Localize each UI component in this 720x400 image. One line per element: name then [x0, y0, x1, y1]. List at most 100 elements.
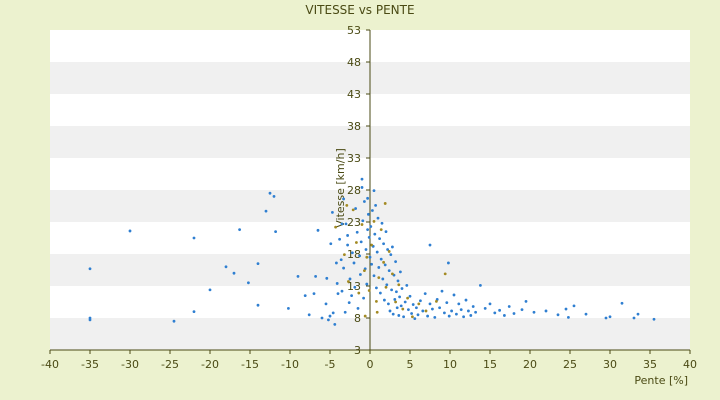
scatter-point [335, 282, 339, 285]
scatter-point [464, 298, 468, 302]
scatter-point [351, 208, 355, 212]
scatter-point [483, 307, 487, 310]
scatter-point [383, 263, 387, 267]
scatter-point [457, 302, 461, 306]
scatter-point [312, 292, 316, 296]
scatter-point [385, 283, 389, 287]
scatter-point [469, 314, 473, 317]
scatter-point [347, 280, 350, 283]
x-tick-label: -35 [81, 358, 99, 371]
scatter-point [192, 236, 196, 240]
scatter-point [359, 273, 362, 276]
scatter-point [316, 228, 320, 232]
scatter-point [447, 261, 450, 265]
scatter-point [379, 228, 383, 232]
scatter-point [331, 311, 335, 315]
scatter-point [320, 316, 324, 320]
scatter-point [375, 299, 378, 303]
scatter-point [324, 302, 328, 306]
scatter-point [471, 305, 475, 308]
x-tick-label: -15 [241, 358, 259, 371]
scatter-point [256, 303, 260, 307]
scatter-point [268, 191, 272, 195]
scatter-point [399, 270, 402, 274]
scatter-point [172, 319, 176, 323]
scatter-point [366, 196, 369, 200]
scatter-point [416, 313, 420, 317]
scatter-point [440, 289, 444, 293]
scatter-point [357, 291, 361, 295]
scatter-point [287, 307, 290, 310]
scatter-point [443, 272, 447, 276]
scatter-point [208, 288, 212, 292]
scatter-point [360, 223, 364, 226]
scatter-point [443, 311, 446, 315]
scatter-point [351, 251, 354, 255]
scatter-point [423, 292, 427, 296]
scatter-point [405, 283, 409, 287]
scatter-point [544, 309, 548, 313]
scatter-point [498, 308, 501, 312]
scatter-point [256, 262, 260, 265]
scatter-point [388, 309, 392, 313]
scatter-point [338, 237, 341, 241]
scatter-point [564, 307, 568, 311]
scatter-point [604, 316, 608, 320]
scatter-point [365, 255, 369, 259]
scatter-point [88, 318, 92, 322]
scatter-point [340, 222, 344, 226]
scatter-point [389, 253, 393, 257]
scatter-point [274, 230, 277, 234]
scatter-point [128, 229, 132, 233]
scatter-point [372, 189, 376, 193]
scatter-point [391, 245, 394, 249]
scatter-point [408, 294, 412, 298]
x-tick-label: 40 [683, 358, 697, 371]
x-tick-label: 20 [523, 358, 537, 371]
scatter-point [360, 186, 364, 189]
x-axis-label: Pente [%] [634, 374, 688, 387]
y-tick-label: 28 [347, 184, 361, 197]
scatter-point [369, 225, 373, 228]
x-tick-label: -5 [325, 358, 336, 371]
scatter-point [572, 304, 576, 308]
scatter-point [375, 310, 379, 314]
scatter-point [384, 285, 388, 289]
scatter-point [347, 301, 351, 305]
y-tick-label: 18 [347, 248, 361, 261]
scatter-point [232, 271, 236, 275]
scatter-point [387, 250, 391, 253]
scatter-point [346, 243, 349, 247]
scatter-point [395, 290, 398, 294]
scatter-point [620, 301, 624, 305]
scatter-point [556, 313, 560, 317]
scatter-point [512, 312, 516, 315]
x-tick-label: -10 [281, 358, 299, 371]
scatter-point [381, 277, 385, 281]
y-tick-label: 53 [347, 24, 361, 37]
scatter-point [339, 258, 343, 262]
scatter-point [435, 299, 438, 303]
x-axis-ticks: -40 -35 -30 -25 -20 -15 -10 -5 0 5 10 15 20 25 30 35 40 [41, 350, 697, 371]
scatter-point [395, 306, 399, 310]
scatter-point [375, 250, 379, 254]
scatter-point [342, 266, 345, 270]
scatter-point [335, 261, 338, 265]
scatter-point [377, 266, 381, 269]
scatter-point [391, 312, 395, 316]
scatter-point [445, 301, 449, 305]
scatter-point [394, 300, 397, 304]
y-tick-label: 48 [347, 56, 361, 69]
scatter-point [403, 300, 407, 304]
scatter-point [370, 243, 373, 247]
scatter-point [352, 261, 356, 265]
scatter-point [410, 312, 413, 315]
scatter-point [384, 230, 388, 234]
scatter-point [396, 279, 400, 283]
scatter-point [447, 314, 451, 318]
scatter-point [367, 235, 371, 239]
scatter-point [333, 323, 337, 326]
scatter-point [329, 242, 333, 246]
scatter-point [382, 242, 385, 246]
scatter-point [387, 302, 390, 306]
